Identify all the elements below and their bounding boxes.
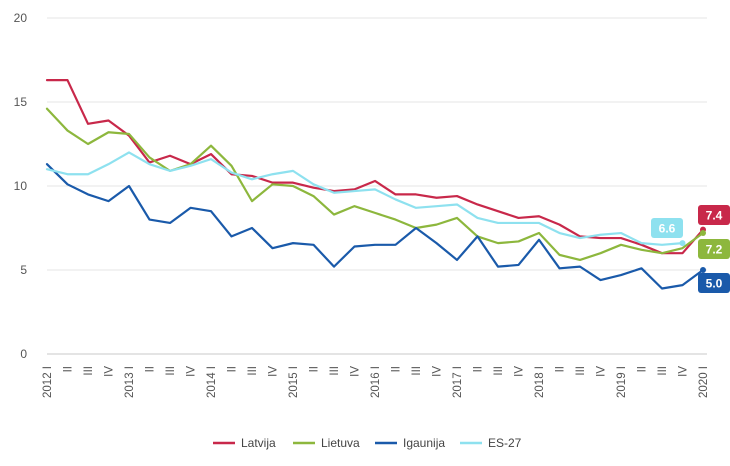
x-tick-label: II [391,366,403,372]
x-tick-label: II [637,366,649,372]
x-tick-label: II [227,366,239,372]
x-tick-label: II [473,366,485,372]
series-end-point [700,230,706,237]
x-tick-label: 2020 I [698,366,710,398]
x-tick-label: II [63,366,75,372]
y-axis-ticks: 0 5 10 15 20 [14,11,28,361]
end-label-value: 7.4 [706,209,723,223]
x-tick-label: III [165,366,177,376]
end-label-box [698,239,730,259]
y-tick-label: 15 [14,95,28,109]
x-tick-label: III [247,366,259,376]
end-label-value: 6.6 [659,222,676,236]
legend-label: Latvija [241,436,276,450]
x-tick-label: 2018 I [534,366,546,398]
x-axis-ticks: 2012 I II III IV 2013 I II III IV 2014 I II III IV 2… [42,366,710,398]
y-tick-label: 0 [20,347,27,361]
x-tick-label: 2017 I [452,366,464,398]
legend-label: ES-27 [488,436,522,450]
x-tick-label: 2016 I [370,366,382,398]
end-label-value: 5.0 [706,277,723,291]
end-label-value: 7.2 [706,243,723,257]
x-tick-label: IV [678,366,690,377]
x-tick-label: IV [596,366,608,377]
y-tick-label: 5 [20,263,27,277]
x-tick-label: II [145,366,157,372]
series-lines [45,79,706,290]
x-tick-label: 2019 I [616,366,628,398]
end-labels: 7.4 7.2 5.0 6.6 [651,205,730,293]
x-tick-label: III [493,366,505,376]
x-tick-label: II [309,366,321,372]
end-label-box [651,218,683,238]
legend-label: Lietuva [321,436,360,450]
x-tick-label: IV [350,366,362,377]
legend-label: Igaunija [403,436,445,450]
x-tick-label: IV [104,366,116,377]
x-tick-label: IV [432,366,444,377]
y-tick-label: 20 [14,11,28,25]
x-tick-label: III [657,366,669,376]
series-line-0 [45,79,705,255]
legend: Latvija Lietuva Igaunija ES-27 [213,436,522,450]
x-tick-label: III [83,366,95,376]
x-tick-label: 2012 I [42,366,54,398]
y-tick-label: 10 [14,179,28,193]
x-tick-label: III [575,366,587,376]
x-tick-label: IV [268,366,280,377]
x-tick-label: III [329,366,341,376]
x-tick-label: III [411,366,423,376]
x-tick-label: 2013 I [124,366,136,398]
grid-lines [47,17,707,355]
x-tick-label: 2015 I [288,366,300,398]
series-line-3 [45,151,684,246]
series-end-point [679,240,686,247]
x-tick-label: IV [514,366,526,377]
series-line-1 [45,107,705,262]
series-line-2 [45,163,705,290]
end-label-box [698,205,730,225]
x-tick-label: II [555,366,567,372]
end-label-box [698,273,730,293]
x-tick-label: IV [186,366,198,377]
x-tick-label: 2014 I [206,366,218,398]
series-end-point [700,267,706,273]
